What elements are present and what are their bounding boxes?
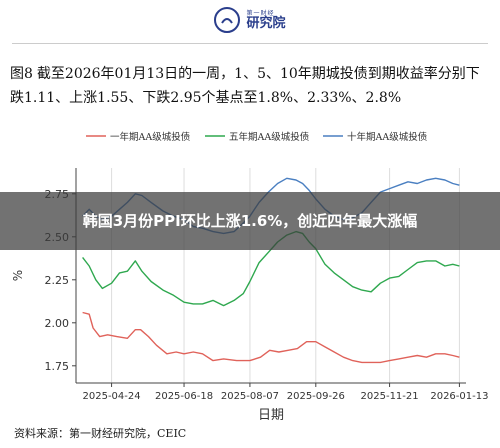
- x-tick-label: 2025-11-21: [361, 391, 419, 402]
- x-tick-label: 2025-04-24: [83, 391, 141, 402]
- brand-sub-text: 第一财经: [246, 9, 275, 17]
- y-tick-label: 2.25: [45, 274, 70, 287]
- y-tick-label: 1.75: [45, 360, 70, 373]
- news-headline: 韩国3月份PPI环比上涨1.6%，创近四年最大涨幅: [82, 211, 418, 230]
- brand-header: 第一财经 研究院: [0, 0, 500, 40]
- x-axis-label: 日期: [258, 408, 284, 423]
- brand-logo: 第一财经 研究院: [246, 9, 286, 31]
- figure-caption: 图8 截至2026年01月13日的一周，1、5、10年期城投债到期收益率分别下跌1…: [10, 62, 490, 110]
- x-tick-label: 2025-09-26: [287, 391, 345, 402]
- source-note: 资料来源：第一财经研究院，CEIC: [14, 427, 187, 440]
- legend-label-1: 一年期AA级城投债: [110, 131, 191, 143]
- legend-label-3: 十年期AA级城投债: [347, 131, 428, 143]
- news-headline-overlay: 韩国3月份PPI环比上涨1.6%，创近四年最大涨幅: [0, 192, 500, 250]
- figure-number: 图8: [10, 66, 33, 82]
- header-divider: [12, 43, 488, 44]
- x-tick-label: 2026-01-13: [430, 391, 488, 402]
- figure-caption-text: 截至2026年01月13日的一周，1、5、10年期城投债到期收益率分别下跌1.1…: [10, 66, 480, 106]
- circle-logo-icon: [214, 7, 241, 33]
- x-tick-label: 2025-08-07: [221, 391, 279, 402]
- y-tick-label: 2.00: [45, 317, 70, 330]
- x-tick-label: 2025-06-18: [155, 391, 213, 402]
- brand-name: 研究院: [246, 15, 286, 31]
- legend-label-2: 五年期AA级城投债: [229, 131, 310, 143]
- y-axis-label: %: [11, 270, 25, 281]
- series-line-1: [82, 311, 460, 364]
